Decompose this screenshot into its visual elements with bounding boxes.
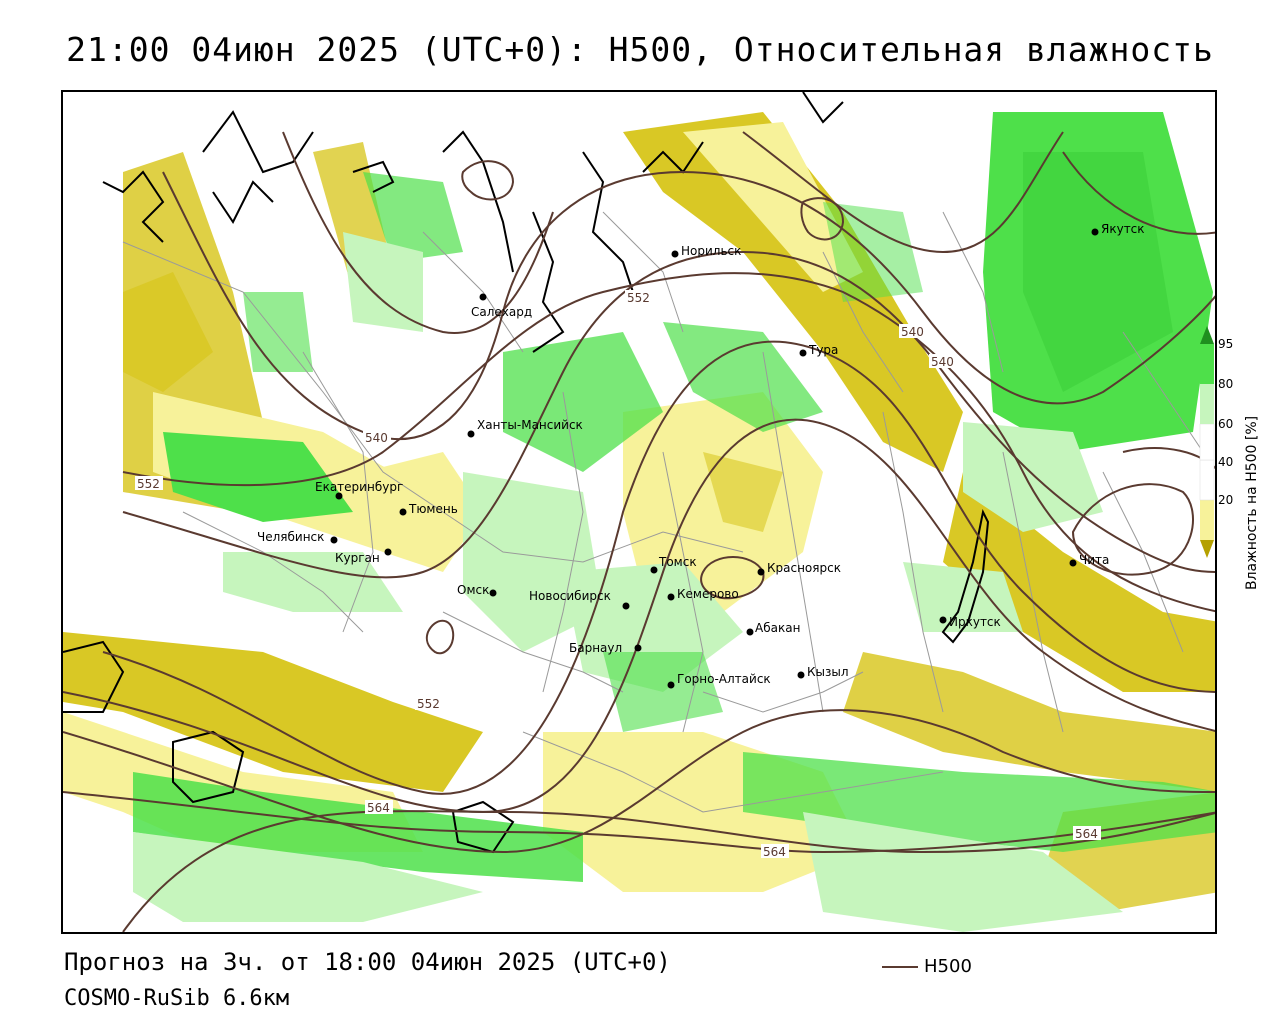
- isoline-labels: 552 540 540 540 552 552 564 564 564: [135, 290, 1101, 859]
- colorbar-swatch: [1200, 344, 1214, 384]
- city-label: Екатеринбург: [315, 480, 403, 494]
- city-dot: [634, 644, 642, 652]
- city-label: Барнаул: [569, 641, 622, 655]
- city-label: Горно-Алтайск: [677, 672, 771, 686]
- city-dot: [671, 250, 679, 258]
- colorbar-tick: 40: [1218, 455, 1233, 469]
- city-label: Норильск: [681, 244, 741, 258]
- city-label: Курган: [335, 551, 380, 565]
- city-label: Челябинск: [257, 530, 324, 544]
- city-label: Томск: [658, 555, 697, 569]
- city-dot: [650, 566, 658, 574]
- isoline-label: 552: [137, 477, 160, 491]
- h500-legend-swatch: [882, 966, 918, 968]
- city-markers: Салехард Норильск Якутск Тура Ханты-Манс…: [257, 222, 1145, 689]
- isoline-label: 564: [367, 801, 390, 815]
- city-label: Тюмень: [408, 502, 458, 516]
- city-dot: [1069, 559, 1077, 567]
- city-label: Омск: [457, 583, 489, 597]
- isoline-label: 540: [901, 325, 924, 339]
- city-dot: [479, 293, 487, 301]
- city-label: Новосибирск: [529, 589, 611, 603]
- colorbar-tick: 80: [1218, 377, 1233, 391]
- isoline-label: 564: [763, 845, 786, 859]
- city-label: Абакан: [755, 621, 800, 635]
- colorbar-tick: 60: [1218, 417, 1233, 431]
- city-label: Салехард: [471, 305, 532, 319]
- h500-legend: H500: [882, 956, 972, 977]
- colorbar-title: Влажность на H500 [%]: [1244, 415, 1260, 590]
- map-canvas: 552 540 540 540 552 552 564 564 564 Сале…: [63, 92, 1215, 932]
- colorbar-swatch: [1200, 384, 1214, 424]
- colorbar-tick: 95: [1218, 337, 1233, 351]
- city-dot: [1091, 228, 1099, 236]
- forecast-caption: Прогноз на 3ч. от 18:00 04июн 2025 (UTC+…: [64, 948, 671, 976]
- colorbar-high-triangle: [1200, 326, 1214, 344]
- city-dot: [622, 602, 630, 610]
- weather-map[interactable]: 552 540 540 540 552 552 564 564 564 Сале…: [61, 90, 1217, 934]
- city-label: Красноярск: [767, 561, 841, 575]
- isoline-label: 540: [365, 431, 388, 445]
- city-dot: [797, 671, 805, 679]
- city-dot: [335, 492, 343, 500]
- isoline-label: 564: [1075, 827, 1098, 841]
- city-label: Ханты-Мансийск: [477, 418, 583, 432]
- city-dot: [667, 593, 675, 601]
- city-dot: [799, 349, 807, 357]
- city-label: Тура: [808, 343, 838, 357]
- h500-isolines: [63, 131, 1215, 932]
- city-dot: [467, 430, 475, 438]
- city-dot: [384, 548, 392, 556]
- city-label: Якутск: [1101, 222, 1145, 236]
- colorbar-swatch: [1200, 500, 1214, 540]
- map-title: 21:00 04июн 2025 (UTC+0): H500, Относите…: [66, 30, 1214, 69]
- moist-humidity-field: [133, 112, 1215, 932]
- city-dot: [667, 681, 675, 689]
- city-label: Чита: [1079, 553, 1109, 567]
- city-label: Кызыл: [807, 665, 849, 679]
- isoline-label: 540: [931, 355, 954, 369]
- colorbar-swatch: [1199, 423, 1215, 461]
- city-dot: [489, 589, 497, 597]
- humidity-colorbar: 95 80 60 40 20: [1199, 326, 1233, 558]
- colorbar-low-triangle: [1200, 540, 1214, 558]
- city-dot: [939, 616, 947, 624]
- city-dot: [330, 536, 338, 544]
- colorbar-swatch: [1199, 459, 1215, 501]
- city-label: Иркутск: [949, 615, 1001, 629]
- city-dot: [757, 568, 765, 576]
- isoline-label: 552: [627, 291, 650, 305]
- colorbar-tick: 20: [1218, 493, 1233, 507]
- h500-legend-label: H500: [924, 956, 972, 977]
- isoline-label: 552: [417, 697, 440, 711]
- model-caption: COSMO-RuSib 6.6км: [64, 986, 290, 1011]
- city-label: Кемерово: [677, 587, 739, 601]
- city-dot: [399, 508, 407, 516]
- city-dot: [746, 628, 754, 636]
